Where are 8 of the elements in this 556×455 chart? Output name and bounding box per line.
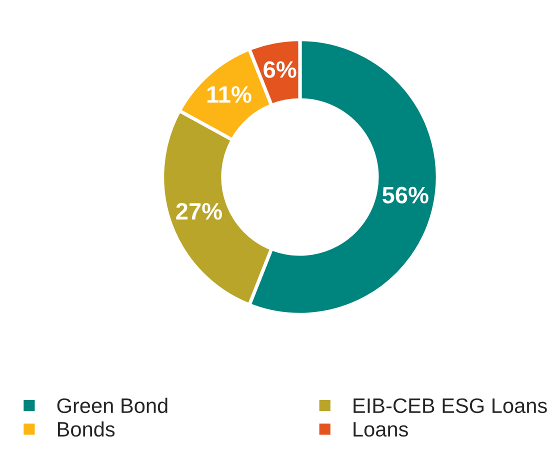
- legend-label: Loans: [354, 422, 408, 437]
- legend-label: Bonds: [58, 421, 115, 437]
- data-label: 27%: [176, 202, 222, 220]
- legend-label: EIB-CEB ESG Loans: [354, 398, 547, 414]
- data-label: 6%: [264, 61, 296, 78]
- legend-label: Green Bond: [57, 398, 168, 414]
- data-label: 56%: [382, 186, 428, 204]
- data-label: 11%: [207, 86, 252, 103]
